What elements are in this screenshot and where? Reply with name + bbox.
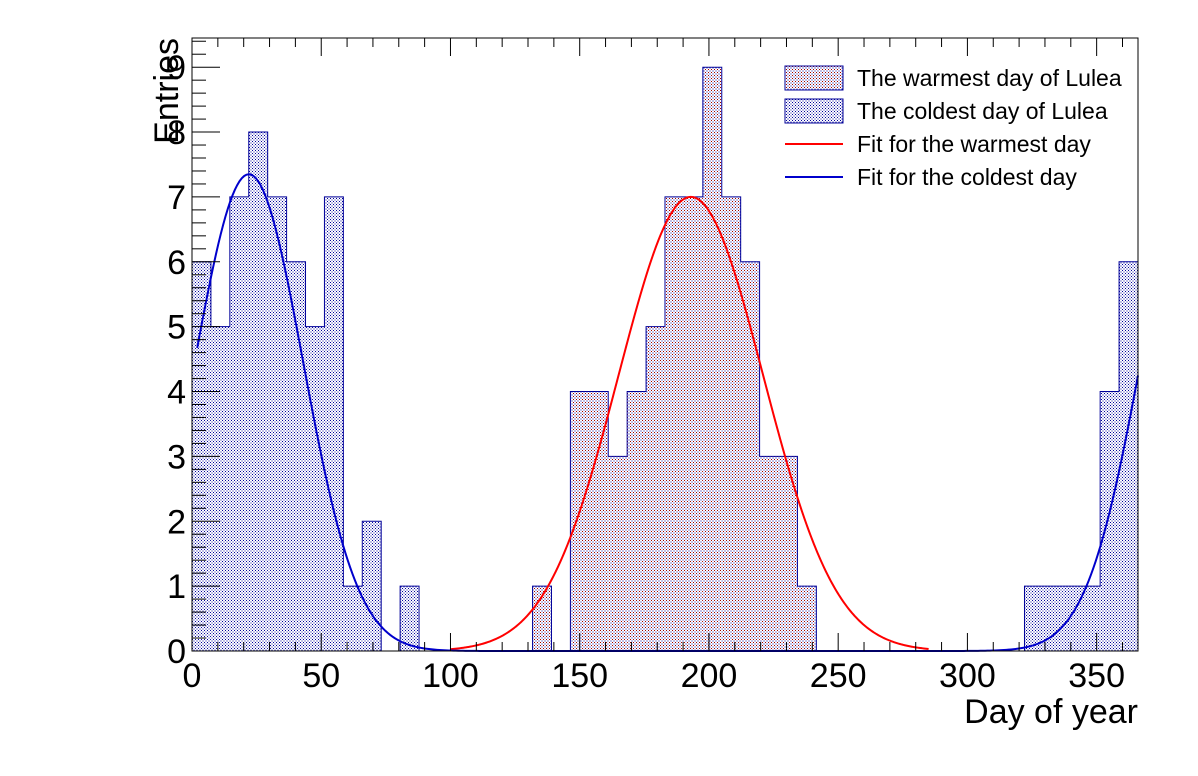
x-tick-label: 50 [302,657,340,695]
x-tick-label: 350 [1068,657,1125,695]
x-axis-tick-labels: 0 50 100 150 200 250 300 350 [183,657,1125,695]
histogram-bar [1043,586,1063,651]
y-tick-label: 2 [167,503,186,541]
legend: The warmest day of Lulea The coldest day … [784,65,1122,190]
plot-frame [191,37,1139,652]
x-tick-label: 300 [939,657,996,695]
legend-swatch [784,98,844,124]
histogram-bar [267,196,287,652]
histogram-bar [683,196,703,652]
histogram-bar [210,326,230,651]
x-tick-label: 0 [183,657,202,695]
coldest-day-histogram [192,132,1138,652]
legend-label: Fit for the warmest day [857,131,1091,157]
legend-swatch [784,65,844,91]
histogram-bar [1081,586,1101,651]
histogram-bar [1100,391,1120,651]
histogram-bar [229,196,249,652]
histogram-bar [778,456,798,651]
x-tick-label: 200 [681,657,738,695]
histogram-bar [627,391,647,651]
legend-label: Fit for the coldest day [857,164,1077,190]
x-tick-label: 100 [422,657,479,695]
histogram-bar [362,521,382,651]
histogram-bar [589,391,609,651]
y-axis-ticks [192,40,220,652]
y-tick-label: 4 [167,374,186,412]
y-tick-label: 1 [167,568,186,606]
y-tick-label: 5 [167,309,186,347]
fit-warmest-day-curve [450,195,929,651]
y-tick-label: 8 [167,114,186,152]
x-tick-label: 150 [551,657,608,695]
histogram-bar [286,261,306,651]
y-tick-label: 9 [167,49,186,87]
histogram-bar [324,196,344,652]
histogram-bar [305,326,325,651]
histogram-bar [740,261,760,651]
histogram-bar [665,196,684,652]
histogram-bar [608,456,628,651]
histogram-bar [797,586,817,651]
y-axis-title: Entries [148,38,186,144]
plot-area [191,66,1139,652]
histogram-bar [646,326,665,651]
histogram-bar [1119,261,1138,651]
histogram-bar [702,67,722,651]
histogram-bar [570,391,590,651]
histogram-bar [248,132,268,651]
histogram-bar [1062,586,1082,651]
y-tick-label: 0 [167,633,186,671]
histogram-bar [343,586,363,651]
histogram-bar [400,586,420,651]
y-tick-label: 6 [167,244,186,282]
y-axis-tick-labels: 0 1 2 3 4 5 6 7 8 9 [167,49,186,671]
legend-label: The warmest day of Lulea [857,65,1122,91]
x-tick-label: 250 [810,657,867,695]
x-axis-ticks [191,38,1123,651]
histogram-bar [759,456,779,651]
y-tick-label: 7 [167,179,186,217]
y-tick-label: 3 [167,438,186,476]
histogram-bar [721,196,741,652]
x-axis-title: Day of year [964,693,1138,731]
warmest-day-histogram [532,67,817,652]
histogram-bar [1024,586,1044,651]
legend-label: The coldest day of Lulea [857,98,1108,124]
